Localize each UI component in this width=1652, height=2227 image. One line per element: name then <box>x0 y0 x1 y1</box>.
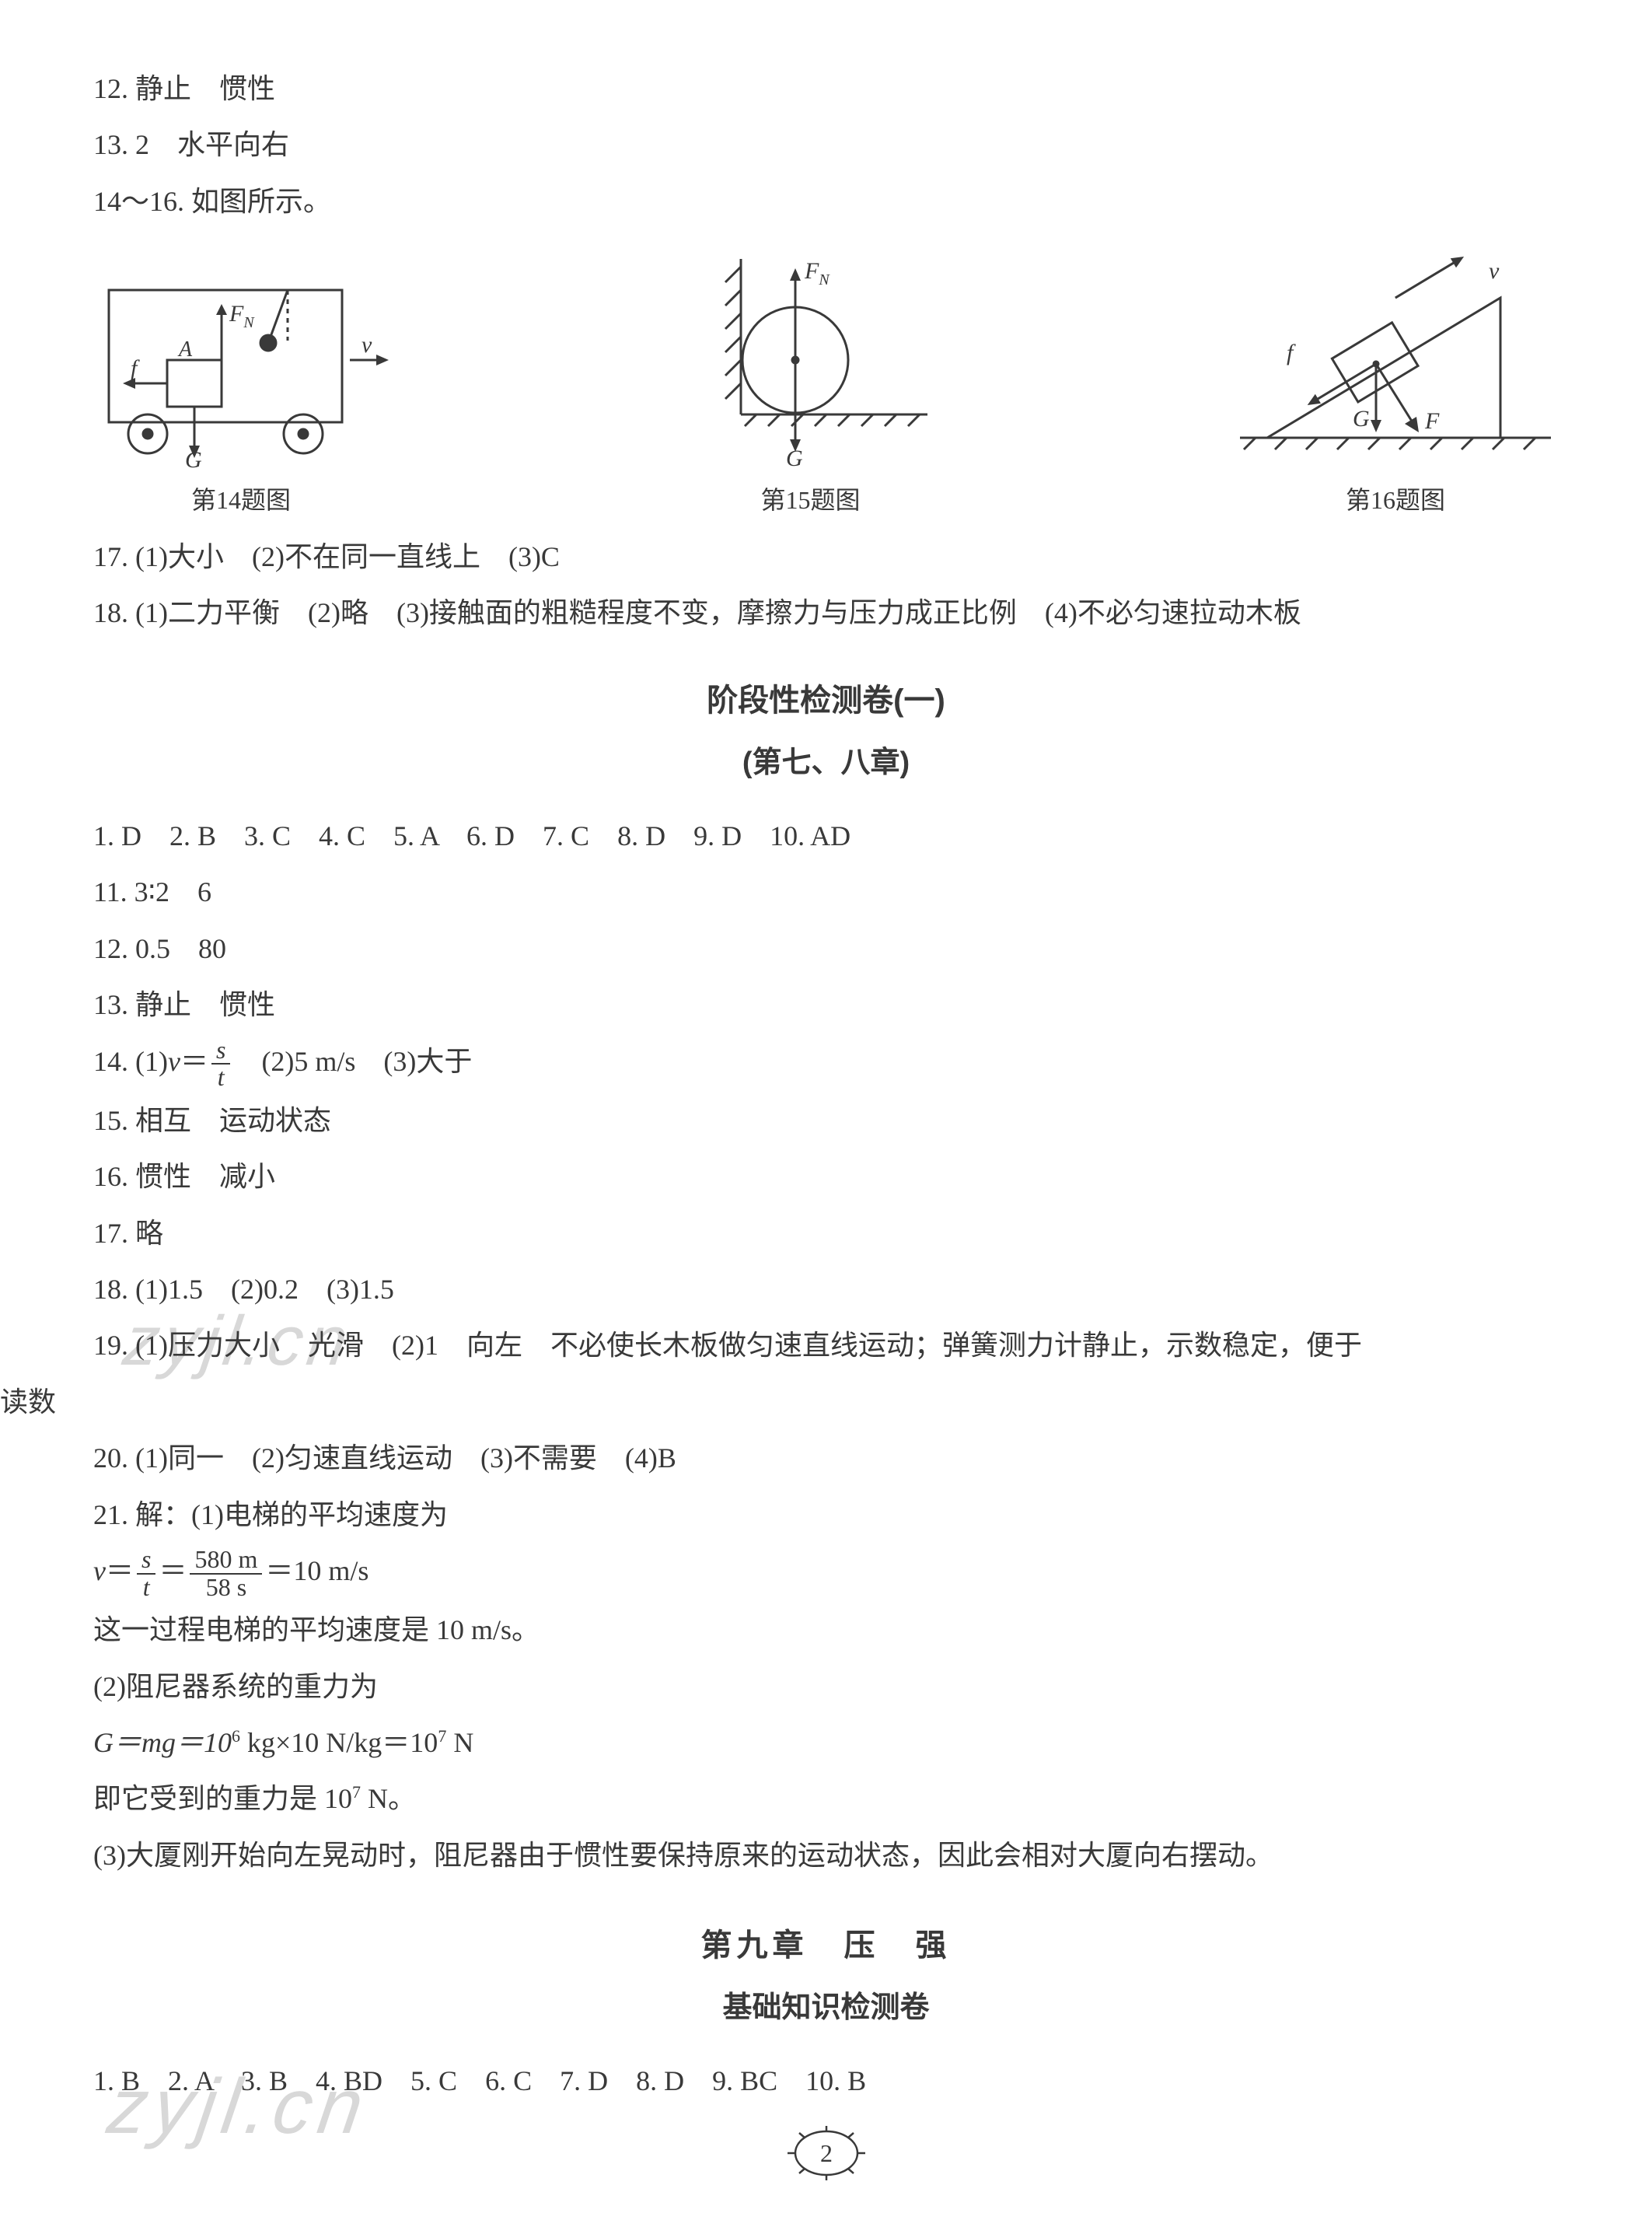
label-f: f <box>131 355 140 381</box>
a-l21e: G＝mg＝106 kg×10 N/kg＝107 N <box>93 1716 1559 1769</box>
frac-num: s <box>137 1547 155 1575</box>
a-l18: 18. (1)1.5 (2)0.2 (3)1.5 <box>93 1263 1559 1316</box>
label-F: F <box>1424 408 1440 434</box>
a-l19b-text: 读数 <box>0 1386 56 1418</box>
a-l17: 17. 略 <box>93 1207 1559 1260</box>
figure-16: f G F v 第16题图 <box>1232 251 1559 524</box>
label-A: A <box>177 337 193 362</box>
fraction: st <box>211 1037 230 1091</box>
sup-7: 7 <box>438 1726 446 1746</box>
a-l21f-post: N。 <box>361 1783 416 1814</box>
a-l14-v: v <box>168 1046 180 1077</box>
label-G: G <box>1353 406 1370 432</box>
label-v: v <box>1489 258 1500 284</box>
label-FN: F <box>804 258 819 284</box>
page-number: 2 <box>820 2139 833 2167</box>
a-l21f: 即它受到的重力是 107 N。 <box>93 1772 1559 1825</box>
a-l21c: 这一过程电梯的平均速度是 10 m/s。 <box>93 1603 1559 1656</box>
section-title-stage1: 阶段性检测卷(一) <box>93 671 1559 730</box>
frac-den: t <box>137 1575 155 1601</box>
answer-line-18: 18. (1)二力平衡 (2)略 (3)接触面的粗糙程度不变，摩擦力与压力成正比… <box>93 586 1559 639</box>
eq1: ＝ <box>106 1555 134 1586</box>
a-l14-post: (2)5 m/s (3)大于 <box>233 1046 472 1077</box>
a-l13: 13. 静止 惯性 <box>93 978 1559 1031</box>
a-l16: 16. 惯性 减小 <box>93 1150 1559 1203</box>
figure-15-svg: FN G <box>686 251 935 469</box>
svg-text:FN: FN <box>804 258 830 288</box>
svg-text:FN: FN <box>229 301 255 331</box>
a-l21e-pre: G＝mg＝10 <box>93 1727 232 1758</box>
figure-14: A FN f G v 第14题图 <box>93 267 389 524</box>
a-l21a: 21. 解：(1)电梯的平均速度为 <box>93 1488 1559 1541</box>
a-l21d: (2)阻尼器系统的重力为 <box>93 1660 1559 1713</box>
a-l12: 12. 0.5 80 <box>93 922 1559 975</box>
a-l14-eq: ＝ <box>180 1046 208 1077</box>
a-l21b: v＝st＝580 m58 s＝10 m/s <box>93 1544 1559 1600</box>
a-l19: 19. (1)压力大小 光滑 (2)1 向左 不必使长木板做匀速直线运动；弹簧测… <box>93 1319 1559 1372</box>
figure-16-caption: 第16题图 <box>1346 477 1445 524</box>
a-l14-pre: 14. (1) <box>93 1046 168 1077</box>
frac-den: 58 s <box>190 1575 262 1601</box>
figure-16-svg: f G F v <box>1232 251 1559 469</box>
page-number-ornament: 2 <box>780 2126 873 2180</box>
a-l19b: 读数 <box>0 1376 1559 1428</box>
a-l20: 20. (1)同一 (2)匀速直线运动 (3)不需要 (4)B <box>93 1432 1559 1484</box>
a-l14: 14. (1)v＝st (2)5 m/s (3)大于 <box>93 1035 1559 1091</box>
figure-14-caption: 第14题图 <box>191 477 291 524</box>
figure-14-svg: A FN f G v <box>93 267 389 469</box>
a-l11: 11. 3∶2 6 <box>93 865 1559 918</box>
chapter-9-title: 第九章 压 强 <box>93 1916 1559 1975</box>
answer-line-17: 17. (1)大小 (2)不在同一直线上 (3)C <box>93 530 1559 583</box>
eq2: ＝ <box>159 1555 187 1586</box>
answer-line-13: 13. 2 水平向右 <box>93 118 1559 171</box>
label-G: G <box>185 447 202 469</box>
eq3: ＝10 m/s <box>265 1555 368 1586</box>
label-G: G <box>786 446 803 469</box>
label-f: f <box>1287 340 1296 365</box>
sup-6: 6 <box>232 1726 240 1746</box>
label-FN-sub: N <box>243 314 255 331</box>
label-FN: F <box>229 301 244 327</box>
section-sub-stage1: (第七、八章) <box>93 735 1559 791</box>
figure-15-caption: 第15题图 <box>760 477 860 524</box>
a-l21g: (3)大厦刚开始向左晃动时，阻尼器由于惯性要保持原来的运动状态，因此会相对大厦向… <box>93 1829 1559 1882</box>
a-l21f-pre: 即它受到的重力是 10 <box>93 1783 352 1814</box>
label-v: v <box>361 332 372 358</box>
sup-7b: 7 <box>352 1782 361 1802</box>
chapter-9-sub: 基础知识检测卷 <box>93 1980 1559 2036</box>
frac-num: 580 m <box>190 1547 262 1575</box>
mc-answers-b: 1. B 2. A 3. B 4. BD 5. C 6. C 7. D 8. D… <box>93 2054 1559 2107</box>
answer-line-12: 12. 静止 惯性 <box>93 62 1559 115</box>
fraction: 580 m58 s <box>190 1547 262 1600</box>
fraction: st <box>137 1547 155 1600</box>
label-FN-sub: N <box>818 271 830 288</box>
a-l15: 15. 相互 运动状态 <box>93 1094 1559 1147</box>
a-l21e-mid: kg×10 N/kg＝10 <box>240 1727 438 1758</box>
frac-num: s <box>211 1037 230 1065</box>
page-content: 12. 静止 惯性 13. 2 水平向右 14～16. 如图所示。 <box>93 62 1559 2108</box>
v-sym: v <box>93 1555 106 1586</box>
a-l21e-post: N <box>446 1727 473 1758</box>
answer-line-14-16: 14～16. 如图所示。 <box>93 175 1559 228</box>
figure-15: FN G 第15题图 <box>686 251 935 524</box>
frac-den: t <box>211 1065 230 1091</box>
figure-row: A FN f G v 第14题图 <box>93 251 1559 524</box>
mc-answers-a: 1. D 2. B 3. C 4. C 5. A 6. D 7. C 8. D … <box>93 809 1559 862</box>
